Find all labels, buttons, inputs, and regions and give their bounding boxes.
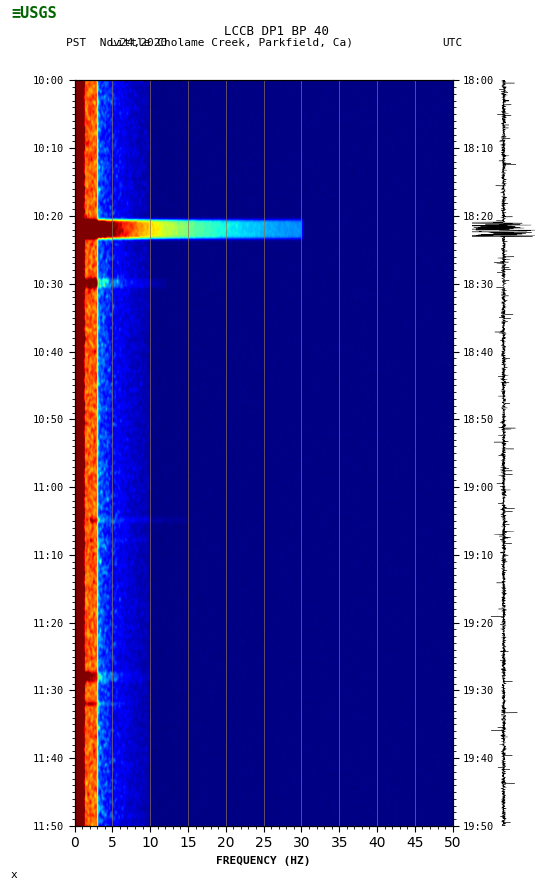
Text: ≡USGS: ≡USGS [11, 6, 57, 21]
Text: LCCB DP1 BP 40: LCCB DP1 BP 40 [224, 25, 328, 38]
Text: x: x [11, 870, 18, 880]
X-axis label: FREQUENCY (HZ): FREQUENCY (HZ) [216, 856, 311, 866]
Text: UTC: UTC [443, 38, 463, 47]
Text: Little Cholame Creek, Parkfield, Ca): Little Cholame Creek, Parkfield, Ca) [110, 38, 353, 47]
Text: PST  Nov24,2020: PST Nov24,2020 [66, 38, 167, 47]
